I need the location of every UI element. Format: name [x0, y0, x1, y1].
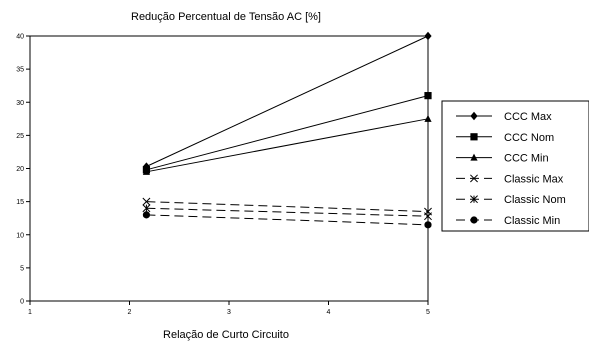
series-layer — [142, 31, 432, 229]
series-classic-nom — [142, 204, 432, 221]
data-point-ccc-min — [142, 167, 151, 175]
legend-swatch-marker — [470, 216, 478, 224]
legend-item-ccc-min: CCC Min — [456, 153, 549, 165]
series-classic-min — [142, 211, 432, 229]
data-point-ccc-nom — [424, 92, 432, 100]
data-point-classic-max — [142, 197, 151, 206]
data-point-classic-nom — [424, 212, 432, 221]
data-point-classic-min — [424, 221, 432, 229]
series-line-classic-nom — [146, 207, 429, 217]
series-ccc-nom — [142, 92, 432, 174]
legend-item-ccc-max: CCC Max — [456, 111, 552, 123]
x-tick-label: 3 — [227, 309, 231, 316]
legend: CCC Max CCC Nom CCC Min Classic Max Classic … — [441, 100, 589, 232]
legend-label: CCC Min — [504, 153, 549, 165]
legend-label: CCC Max — [504, 111, 552, 123]
data-point-ccc-max — [424, 31, 432, 41]
axes: 0 5 10 15 20 25 30 35 40 1 2 3 4 5 — [16, 34, 430, 317]
legend-swatch-marker — [470, 195, 478, 204]
series-ccc-min — [142, 114, 432, 175]
y-tick-label: 20 — [16, 166, 24, 173]
legend-item-ccc-nom: CCC Nom — [456, 132, 554, 144]
legend-swatch-marker — [470, 111, 478, 121]
series-line-classic-min — [146, 214, 429, 226]
legend-item-classic-nom: Classic Nom — [456, 194, 566, 206]
x-tick-label: 2 — [128, 309, 132, 316]
legend-swatch-marker — [470, 133, 478, 141]
legend-item-classic-max: Classic Max — [456, 173, 564, 185]
data-point-ccc-min — [424, 114, 432, 122]
data-point-classic-min — [142, 211, 151, 219]
series-line-ccc-max — [146, 35, 429, 167]
x-tick-label: 4 — [327, 309, 331, 316]
y-tick-label: 35 — [16, 67, 24, 74]
y-tick-label: 5 — [20, 265, 24, 272]
y-tick-label: 25 — [16, 133, 24, 140]
x-tick-label: 5 — [426, 309, 430, 316]
y-tick-label: 30 — [16, 100, 24, 107]
y-tick-label: 10 — [16, 232, 24, 239]
x-axis-label: Relação de Curto Circuito — [163, 329, 289, 341]
series-line-ccc-nom — [146, 95, 429, 171]
series-line-ccc-min — [146, 118, 429, 173]
plot-frame — [29, 35, 429, 302]
y-tick-label: 15 — [16, 199, 24, 206]
y-tick-label: 0 — [20, 299, 24, 306]
legend-item-classic-min: Classic Min — [456, 215, 560, 227]
x-tick-label: 1 — [28, 309, 32, 316]
y-tick-label: 40 — [16, 34, 24, 41]
legend-label: Classic Max — [504, 173, 564, 185]
legend-label: Classic Nom — [504, 194, 566, 206]
series-ccc-max — [142, 31, 432, 171]
legend-swatch-marker — [470, 153, 478, 161]
legend-label: Classic Min — [504, 215, 560, 227]
legend-box — [441, 100, 589, 232]
data-point-classic-nom — [142, 204, 151, 213]
chart-title: Redução Percentual de Tensão AC [%] — [131, 11, 321, 23]
series-line-classic-max — [146, 201, 429, 213]
legend-label: CCC Nom — [504, 132, 554, 144]
legend-swatch-marker — [470, 174, 478, 183]
